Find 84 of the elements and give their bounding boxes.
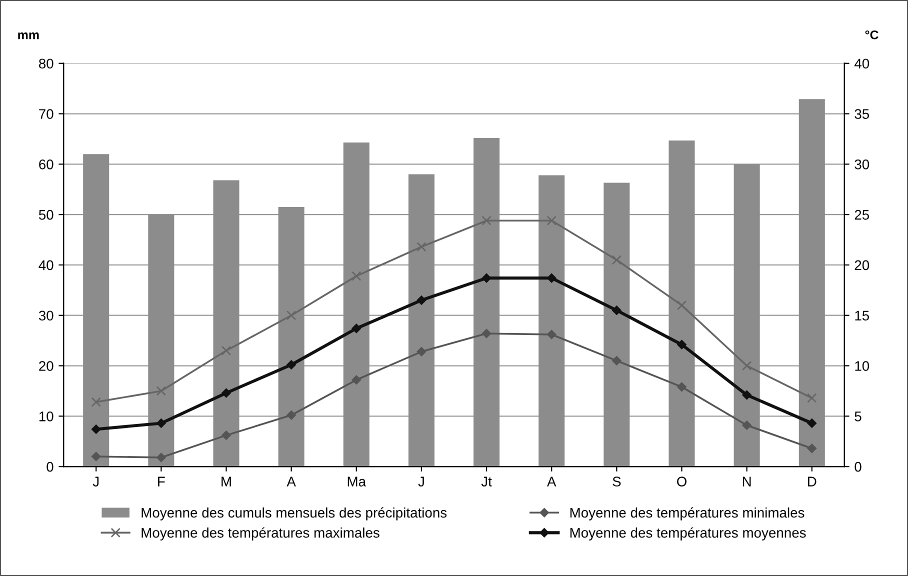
x-tick-label: A — [547, 476, 556, 486]
y-tick-label: 40 — [38, 260, 54, 270]
y-tick-label: 50 — [38, 210, 54, 220]
y-tick-label: 60 — [39, 159, 54, 170]
y-tick-label: 30 — [38, 310, 54, 321]
legend-label: Moyenne des températures moyennes — [570, 527, 806, 540]
point — [352, 375, 362, 384]
legend-label: Moyenne des températures minimales — [570, 507, 804, 520]
y2-tick-label: 35 — [854, 109, 870, 119]
bar — [474, 138, 500, 467]
point — [222, 388, 231, 398]
x-tick-label: Jt — [481, 476, 492, 486]
x-tick-label: S — [612, 476, 621, 486]
point — [352, 271, 362, 281]
point — [416, 242, 426, 252]
point — [91, 452, 101, 462]
x-tick-label: O — [677, 476, 686, 486]
point — [742, 360, 752, 371]
y2-tick-label: 25 — [854, 210, 870, 220]
y2-tick-label: 40 — [854, 58, 870, 69]
y2-axis-title: °C — [865, 30, 878, 40]
x-tick-label: D — [808, 476, 816, 486]
y-axis-title: mm — [18, 32, 39, 40]
bar — [148, 214, 174, 467]
point — [416, 296, 426, 305]
point — [742, 390, 752, 400]
point — [156, 452, 166, 462]
point — [546, 216, 556, 226]
bar — [734, 164, 760, 467]
y2-tick-label: 0 — [854, 462, 862, 472]
bar — [798, 99, 825, 467]
y-tick-label: 80 — [38, 58, 54, 69]
point — [807, 418, 817, 428]
point — [677, 382, 686, 392]
x-tick-label: N — [742, 476, 751, 486]
y-tick-label: 10 — [39, 411, 54, 422]
y2-tick-label: 30 — [854, 159, 870, 170]
point — [156, 386, 166, 396]
bar — [83, 154, 110, 467]
x-tick-label: Ma — [348, 476, 366, 486]
x-tick-label: J — [92, 476, 99, 486]
bar — [538, 175, 565, 467]
point — [482, 216, 492, 226]
point — [676, 300, 687, 310]
point — [286, 360, 296, 370]
y-tick-label: 20 — [39, 361, 54, 371]
x-tick-label: A — [286, 476, 296, 486]
point — [807, 444, 817, 454]
point — [546, 273, 556, 283]
x-tick-label: J — [418, 476, 424, 486]
point — [91, 424, 101, 434]
legend-label: Moyenne des cumuls mensuels des précipitations — [142, 507, 447, 520]
point — [286, 410, 296, 420]
y-tick-label: 0 — [46, 462, 54, 472]
point — [91, 397, 101, 407]
point — [482, 273, 492, 283]
bar — [668, 140, 695, 467]
point — [222, 430, 231, 440]
point — [286, 310, 296, 320]
bar — [408, 174, 434, 467]
bar — [343, 142, 370, 467]
y2-tick-label: 15 — [855, 310, 870, 321]
legend-label: Moyenne des températures maximales — [142, 527, 380, 540]
y2-tick-label: 10 — [855, 361, 870, 371]
x-tick-label: M — [222, 476, 231, 486]
y2-tick-label: 20 — [854, 260, 870, 270]
x-tick-label: F — [158, 476, 165, 486]
point — [482, 328, 492, 338]
point — [807, 393, 817, 403]
point — [156, 418, 166, 428]
point — [612, 306, 622, 315]
y2-tick-label: 5 — [854, 412, 862, 422]
point — [416, 347, 426, 356]
point — [352, 324, 362, 334]
bar — [278, 207, 304, 467]
point — [546, 330, 556, 340]
point — [612, 255, 622, 265]
point — [612, 356, 622, 366]
bar — [213, 180, 240, 467]
point — [221, 346, 232, 356]
y-tick-label: 70 — [39, 109, 54, 119]
bar — [604, 182, 630, 467]
point — [742, 420, 752, 430]
point — [677, 340, 686, 350]
